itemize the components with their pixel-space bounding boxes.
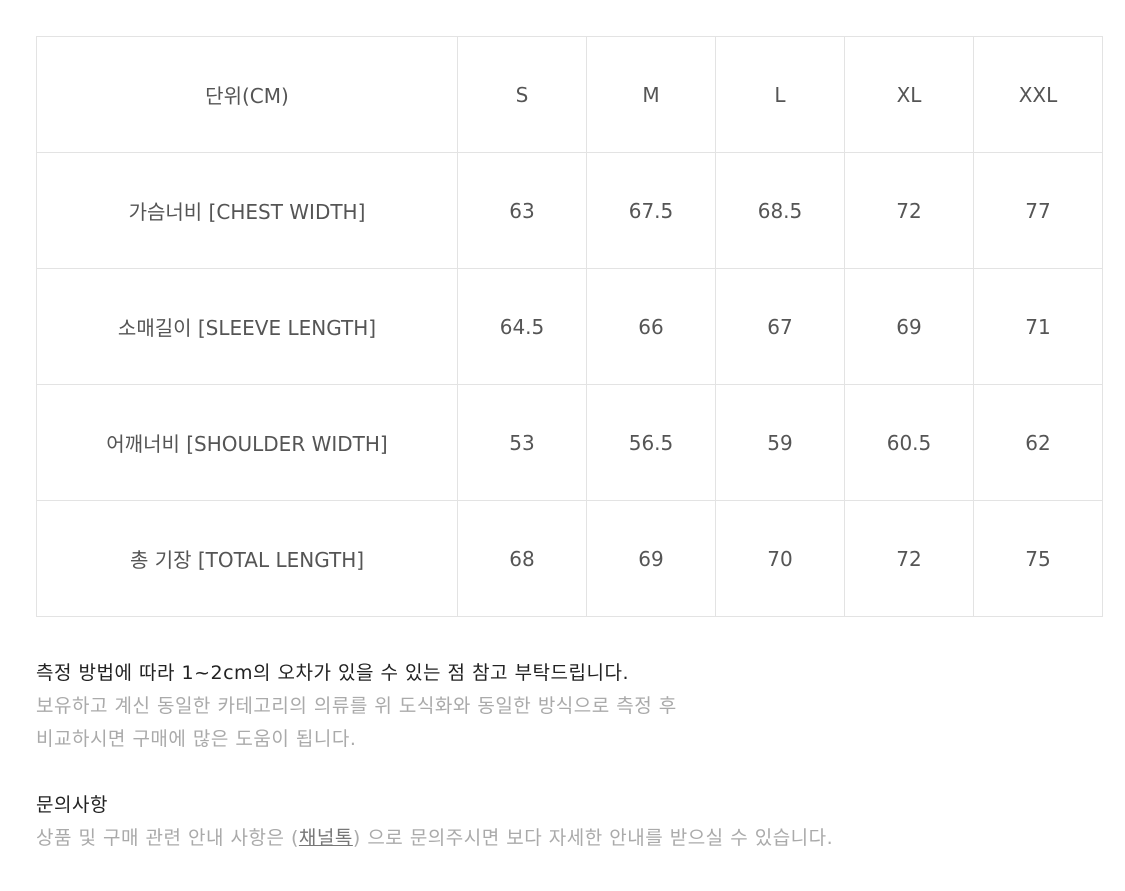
cell: 69 <box>844 268 974 385</box>
cell: 75 <box>973 500 1103 617</box>
inquiry-text-after: ) 으로 문의주시면 보다 자세한 안내를 받으실 수 있습니다. <box>352 827 834 849</box>
size-header: S <box>457 36 587 153</box>
size-header: L <box>715 36 845 153</box>
table-row: 가슴너비 [CHEST WIDTH] 63 67.5 68.5 72 77 <box>36 152 1103 269</box>
row-label: 어깨너비 [SHOULDER WIDTH] <box>36 384 458 501</box>
table-row: 어깨너비 [SHOULDER WIDTH] 53 56.5 59 60.5 62 <box>36 384 1103 501</box>
table-row: 총 기장 [TOTAL LENGTH] 68 69 70 72 75 <box>36 500 1103 617</box>
cell: 63 <box>457 152 587 269</box>
size-header: M <box>586 36 716 153</box>
cell: 64.5 <box>457 268 587 385</box>
cell: 59 <box>715 384 845 501</box>
inquiry-text-before: 상품 및 구매 관련 안내 사항은 ( <box>36 827 299 849</box>
cell: 77 <box>973 152 1103 269</box>
cell: 72 <box>844 152 974 269</box>
size-header: XXL <box>973 36 1103 153</box>
cell: 71 <box>973 268 1103 385</box>
inquiry-text: 상품 및 구매 관련 안내 사항은 (채널톡) 으로 문의주시면 보다 자세한 … <box>36 822 833 855</box>
row-label: 소매길이 [SLEEVE LENGTH] <box>36 268 458 385</box>
cell: 67 <box>715 268 845 385</box>
cell: 56.5 <box>586 384 716 501</box>
size-table: 단위(CM) S M L XL XXL 가슴너비 [CHEST WIDTH] 6… <box>36 36 1103 617</box>
compare-note-line1: 보유하고 계신 동일한 카테고리의 의류를 위 도식화와 동일한 방식으로 측정… <box>36 695 677 717</box>
channel-talk-link[interactable]: 채널톡 <box>298 827 353 849</box>
cell: 72 <box>844 500 974 617</box>
notes-section: 측정 방법에 따라 1~2cm의 오차가 있을 수 있는 점 참고 부탁드립니다… <box>36 657 833 855</box>
cell: 66 <box>586 268 716 385</box>
cell: 68.5 <box>715 152 845 269</box>
inquiry-title: 문의사항 <box>36 794 108 816</box>
cell: 67.5 <box>586 152 716 269</box>
measurement-note: 측정 방법에 따라 1~2cm의 오차가 있을 수 있는 점 참고 부탁드립니다… <box>36 662 629 684</box>
cell: 53 <box>457 384 587 501</box>
row-label: 가슴너비 [CHEST WIDTH] <box>36 152 458 269</box>
cell: 62 <box>973 384 1103 501</box>
cell: 69 <box>586 500 716 617</box>
size-header: XL <box>844 36 974 153</box>
unit-header: 단위(CM) <box>36 36 458 153</box>
compare-note-line2: 비교하시면 구매에 많은 도움이 됩니다. <box>36 728 357 750</box>
table-header-row: 단위(CM) S M L XL XXL <box>36 36 1103 153</box>
cell: 60.5 <box>844 384 974 501</box>
row-label: 총 기장 [TOTAL LENGTH] <box>36 500 458 617</box>
cell: 70 <box>715 500 845 617</box>
table-row: 소매길이 [SLEEVE LENGTH] 64.5 66 67 69 71 <box>36 268 1103 385</box>
cell: 68 <box>457 500 587 617</box>
